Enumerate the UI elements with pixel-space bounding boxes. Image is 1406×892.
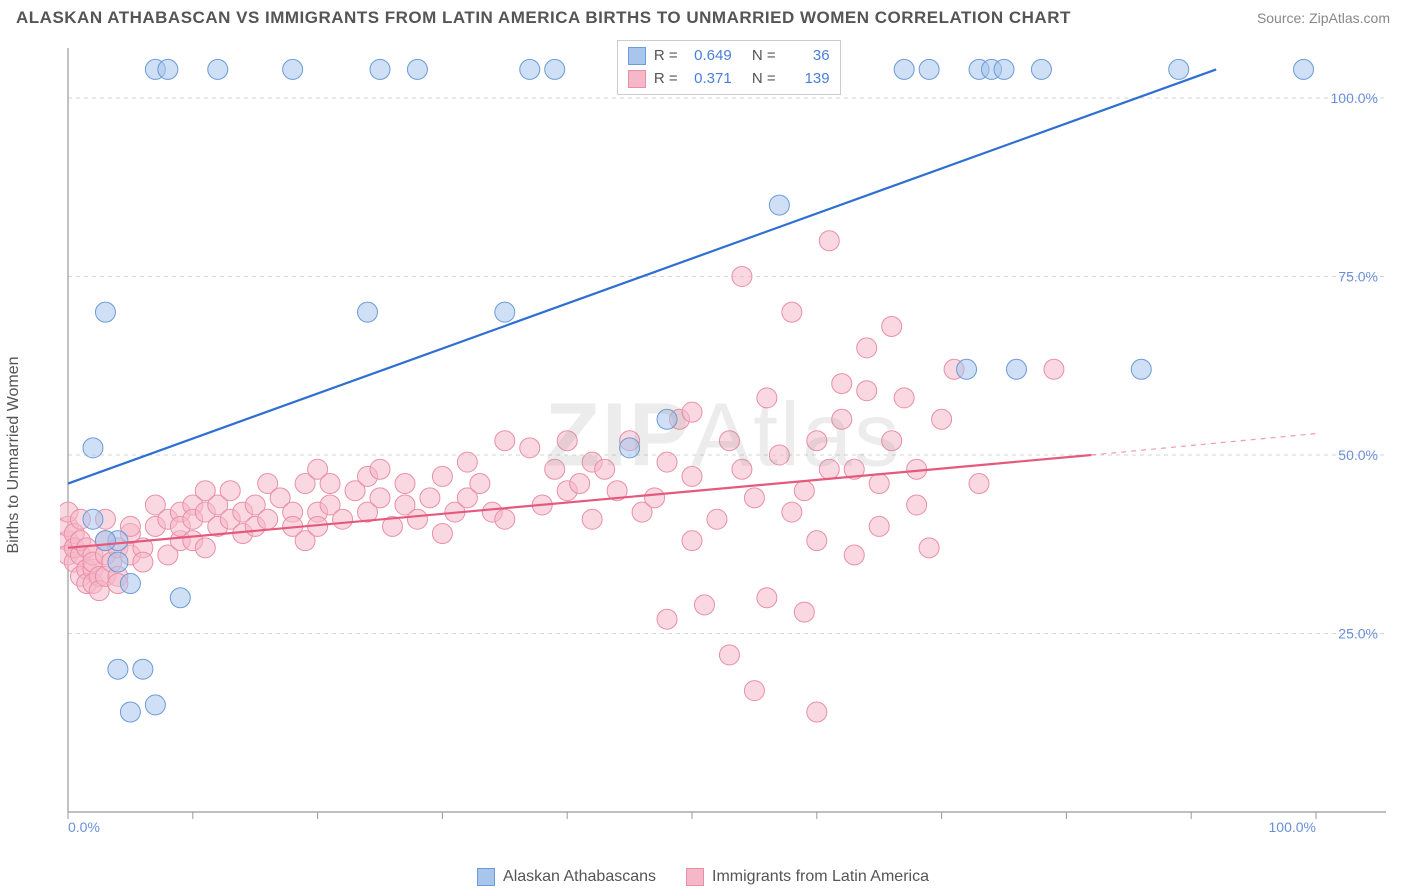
series1-swatch-bottom [477, 868, 495, 886]
legend-item-1: Alaskan Athabascans [477, 868, 656, 886]
r-label-2: R = [654, 68, 678, 91]
r-value-2: 0.371 [686, 68, 732, 91]
source-label: Source: ZipAtlas.com [1257, 10, 1390, 26]
r-value-1: 0.649 [686, 45, 732, 68]
n-value-1: 36 [784, 45, 830, 68]
stats-row-1: R = 0.649 N = 36 [628, 45, 830, 68]
series1-swatch [628, 47, 646, 65]
legend-item-2: Immigrants from Latin America [686, 868, 929, 886]
n-label-1: N = [752, 45, 776, 68]
chart-area: 25.0%50.0%75.0%100.0%0.0%100.0% ZIPAtlas… [60, 40, 1386, 832]
series2-swatch [628, 70, 646, 88]
svg-text:100.0%: 100.0% [1331, 90, 1378, 106]
series1-name: Alaskan Athabascans [503, 868, 656, 886]
chart-title: ALASKAN ATHABASCAN VS IMMIGRANTS FROM LA… [16, 8, 1071, 28]
r-label-1: R = [654, 45, 678, 68]
bottom-legend: Alaskan Athabascans Immigrants from Lati… [0, 868, 1406, 886]
scatter-chart: 25.0% 50.0% 75.0% 100.0% 0.0% 100.0% [60, 40, 1386, 832]
svg-text:50.0%: 50.0% [1338, 447, 1378, 463]
svg-text:25.0%: 25.0% [1338, 625, 1378, 641]
series2-name: Immigrants from Latin America [712, 868, 929, 886]
n-value-2: 139 [784, 68, 830, 91]
svg-text:0.0%: 0.0% [68, 819, 100, 832]
n-label-2: N = [752, 68, 776, 91]
stats-row-2: R = 0.371 N = 139 [628, 68, 830, 91]
series2-swatch-bottom [686, 868, 704, 886]
svg-text:75.0%: 75.0% [1338, 268, 1378, 284]
y-axis-label: Births to Unmarried Women [5, 356, 23, 553]
svg-text:100.0%: 100.0% [1269, 819, 1316, 832]
stats-legend: R = 0.649 N = 36 R = 0.371 N = 139 [617, 40, 841, 95]
